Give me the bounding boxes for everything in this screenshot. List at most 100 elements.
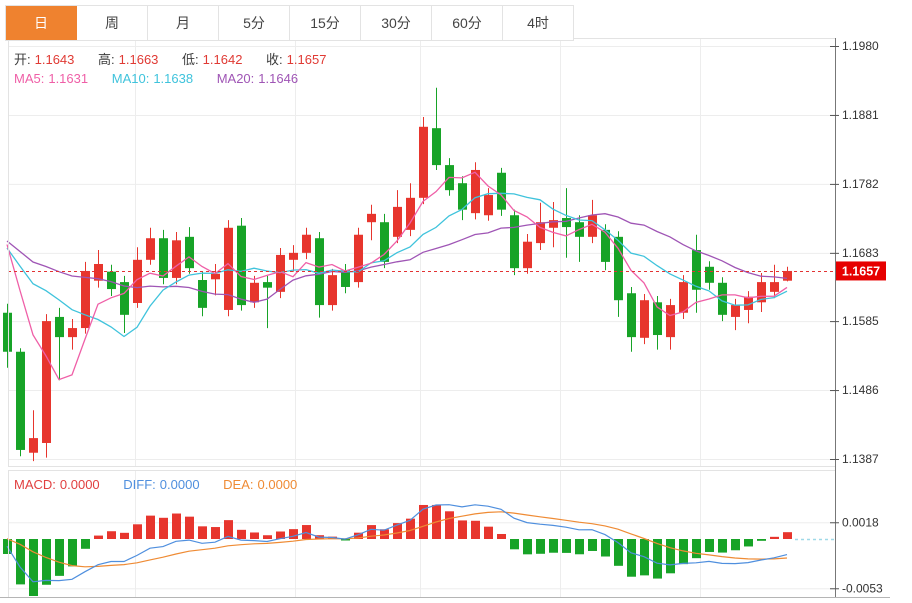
low-value: 1.1642	[202, 52, 243, 67]
candle-body	[627, 293, 636, 338]
open-label: 开:	[14, 52, 31, 67]
dea-value: 0.0000	[257, 477, 298, 492]
macd-bar	[367, 525, 376, 539]
candle	[731, 298, 740, 331]
candle	[497, 167, 506, 216]
macd-bar	[627, 539, 636, 577]
macd-bar	[601, 539, 610, 557]
macd-bar	[198, 526, 207, 539]
candle	[757, 273, 766, 313]
candle-body	[705, 266, 714, 283]
candle	[250, 275, 259, 308]
candle-body	[510, 215, 519, 269]
candle	[172, 231, 181, 285]
macd-bar	[666, 539, 675, 574]
candle-body	[432, 128, 441, 166]
candle-body	[718, 282, 727, 315]
macd-bar	[16, 539, 25, 585]
candle-body	[3, 312, 12, 352]
macd-bar	[380, 529, 389, 539]
tab-15min[interactable]: 15分	[290, 6, 361, 40]
dea-line	[6, 511, 788, 568]
candle-body	[250, 282, 259, 303]
candle	[68, 319, 77, 350]
tab-month[interactable]: 月	[148, 6, 219, 40]
candle-body	[783, 270, 792, 281]
candle-body	[263, 282, 272, 288]
candle-body	[406, 197, 415, 230]
candle-body	[81, 270, 90, 329]
candle-body	[367, 213, 376, 223]
macd-bar	[406, 518, 415, 539]
candle	[263, 275, 272, 329]
macd-bar	[263, 535, 272, 539]
diff-label: DIFF:	[123, 477, 156, 492]
candle-body	[120, 282, 129, 315]
macd-bar	[705, 539, 714, 552]
macd-bar	[302, 525, 311, 539]
candle-body	[770, 282, 779, 292]
candle-body	[354, 234, 363, 283]
candle	[16, 348, 25, 457]
candle-body	[497, 172, 506, 210]
tab-week[interactable]: 周	[77, 6, 148, 40]
candle-body	[523, 241, 532, 269]
macd-bar	[146, 515, 155, 539]
tab-day[interactable]: 日	[6, 6, 77, 40]
candle	[3, 303, 12, 368]
tab-60min[interactable]: 60分	[432, 6, 503, 40]
candle-body	[757, 282, 766, 303]
current-price-tag-bg	[836, 261, 886, 281]
macd-value: 0.0000	[59, 477, 100, 492]
low-label: 低:	[182, 52, 199, 67]
ma10-value: 1.1638	[153, 71, 194, 86]
macd-bar	[211, 527, 220, 539]
candle	[432, 87, 441, 170]
macd-bar	[354, 532, 363, 539]
price-tick-label: 1.1782	[842, 177, 879, 191]
macd-bar	[575, 539, 584, 555]
ohlc-legend: 开: 1.1643 高: 1.1663 低: 1.1642 收: 1.1657	[14, 49, 346, 68]
candle-body	[562, 218, 571, 228]
candle-body	[601, 229, 610, 262]
macd-legend: MACD: 0.0000 DIFF: 0.0000 DEA: 0.0000	[14, 477, 317, 492]
candle-body	[42, 321, 51, 443]
high-label: 高:	[98, 52, 115, 67]
price-tick-label: 1.1683	[842, 246, 879, 260]
current-price-tag-text: 1.1657	[842, 264, 880, 278]
candle	[354, 227, 363, 288]
candle-body	[276, 254, 285, 292]
candle	[536, 202, 545, 251]
macd-tick-label: -0.0053	[842, 581, 883, 595]
candle	[81, 261, 90, 334]
candle	[94, 250, 103, 288]
candle	[562, 188, 571, 258]
tab-4hour[interactable]: 4时	[503, 6, 573, 40]
candle-body	[211, 273, 220, 280]
tab-30min[interactable]: 30分	[361, 6, 432, 40]
candles-layer	[3, 87, 792, 462]
macd-bar	[29, 539, 38, 596]
macd-bar	[237, 529, 246, 539]
candle-body	[471, 169, 480, 214]
candle-body	[224, 227, 233, 310]
candle	[367, 204, 376, 241]
ma5-label: MA5:	[14, 71, 45, 86]
candle	[237, 218, 246, 311]
candle	[783, 266, 792, 282]
candle-body	[588, 215, 597, 237]
price-tick-label: 1.1486	[842, 383, 879, 397]
macd-bar	[419, 504, 428, 539]
candle-body	[315, 238, 324, 306]
macd-label: MACD:	[14, 477, 56, 492]
price-tick-label: 1.1585	[842, 314, 879, 328]
tab-5min[interactable]: 5分	[219, 6, 290, 40]
diff-value: 0.0000	[159, 477, 200, 492]
macd-bar	[770, 536, 779, 539]
close-value: 1.1657	[286, 52, 327, 67]
candle	[770, 264, 779, 299]
candle	[289, 245, 298, 272]
candle	[666, 298, 675, 350]
